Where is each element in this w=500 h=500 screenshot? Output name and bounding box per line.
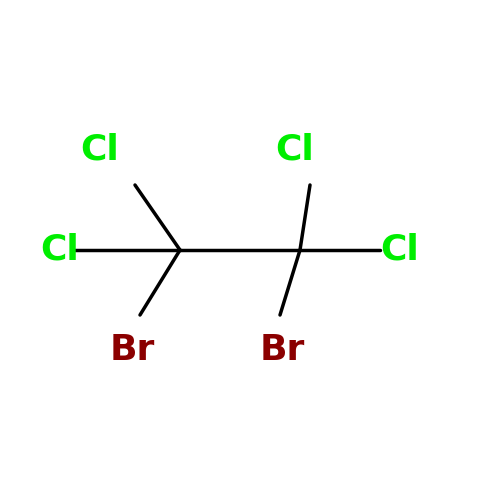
Text: Cl: Cl — [40, 233, 79, 267]
Text: Cl: Cl — [380, 233, 419, 267]
Text: Cl: Cl — [80, 133, 119, 167]
Text: Br: Br — [260, 333, 306, 367]
Text: Br: Br — [110, 333, 156, 367]
Text: Cl: Cl — [275, 133, 314, 167]
